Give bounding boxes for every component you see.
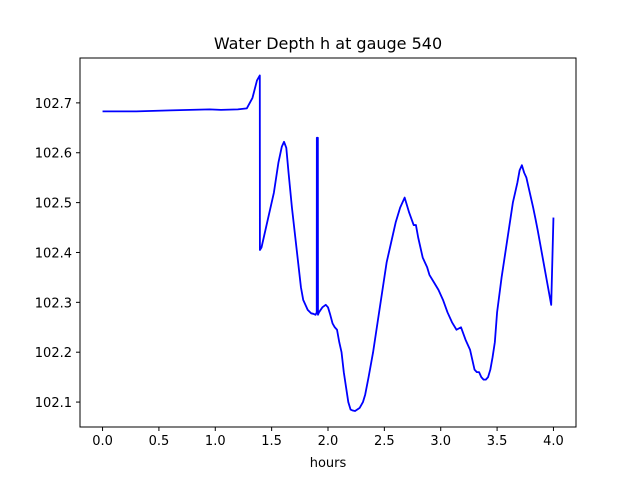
y-tick-label: 102.2: [35, 346, 72, 361]
x-tick-label: 1.0: [205, 434, 226, 449]
chart-title: Water Depth h at gauge 540: [214, 34, 442, 53]
y-tick-label: 102.7: [35, 97, 72, 112]
y-tick-label: 102.4: [35, 246, 72, 261]
plot-area: [102, 74, 555, 412]
series-line: [102, 74, 555, 412]
x-tick-label: 1.5: [261, 434, 282, 449]
x-tick-label: 4.0: [543, 434, 564, 449]
x-axis-ticks: 0.0 0.5 1.0 1.5 2.0 2.5 3.0 3.5 4.0: [92, 427, 564, 449]
x-tick-label: 3.5: [487, 434, 508, 449]
y-tick-label: 102.6: [35, 147, 72, 162]
x-axis-title: hours: [310, 456, 347, 471]
x-tick-label: 0.5: [149, 434, 170, 449]
x-tick-label: 3.0: [430, 434, 451, 449]
y-axis-ticks: 102.1 102.2 102.3 102.4 102.5 102.6 102.7: [35, 97, 80, 411]
x-tick-label: 2.0: [318, 434, 339, 449]
x-tick-label: 0.0: [92, 434, 113, 449]
x-tick-label: 2.5: [374, 434, 395, 449]
y-tick-label: 102.5: [35, 197, 72, 212]
y-tick-label: 102.3: [35, 296, 72, 311]
y-tick-label: 102.1: [35, 396, 72, 411]
axes-frame: [79, 57, 577, 428]
